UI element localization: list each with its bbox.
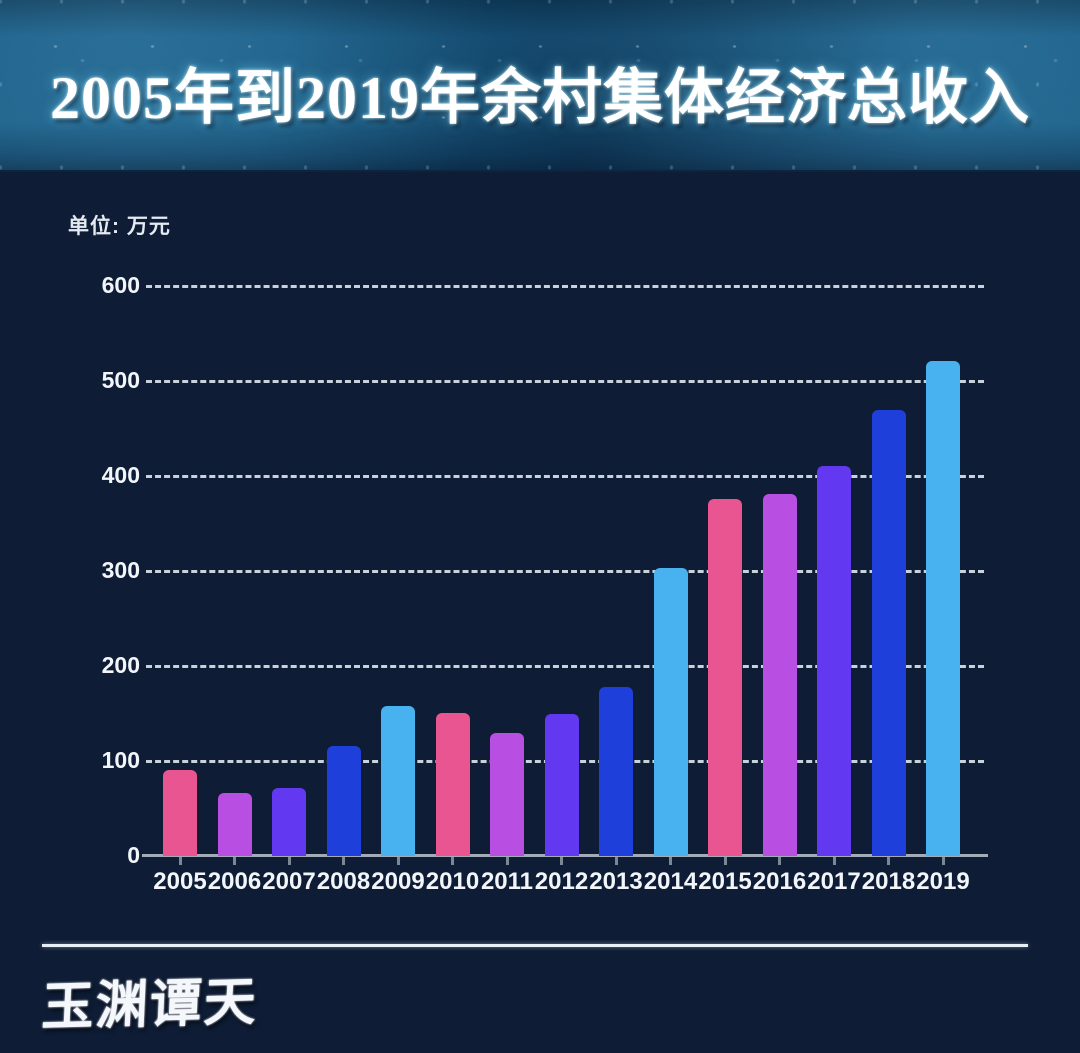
bar-2011 bbox=[490, 732, 524, 856]
x-axis-label-2008: 2008 bbox=[316, 868, 371, 895]
bar-2008 bbox=[326, 745, 361, 856]
gridline-500 bbox=[146, 380, 984, 383]
y-axis-label-200: 200 bbox=[101, 652, 140, 678]
x-axis-tick-2019 bbox=[941, 857, 945, 865]
y-axis-label-100: 100 bbox=[101, 747, 140, 773]
x-axis-tick-2009 bbox=[396, 857, 400, 865]
bar-2014 bbox=[653, 568, 688, 856]
bar-2010 bbox=[435, 712, 470, 856]
unit-label: 单位: 万元 bbox=[68, 215, 171, 238]
bar-2016 bbox=[762, 494, 797, 856]
bar-2007 bbox=[272, 787, 306, 856]
gridline-300 bbox=[146, 570, 984, 573]
bar-2013 bbox=[599, 686, 633, 856]
x-axis-label-2016: 2016 bbox=[752, 868, 807, 895]
x-axis-label-2011: 2011 bbox=[480, 868, 534, 895]
bar-2009 bbox=[381, 705, 415, 856]
bar-2012 bbox=[544, 714, 579, 856]
x-axis-label-2009: 2009 bbox=[371, 868, 425, 895]
bar-2018 bbox=[871, 409, 906, 856]
x-axis-tick-2005 bbox=[178, 857, 182, 865]
bar-2019 bbox=[926, 361, 960, 856]
bar-2017 bbox=[817, 465, 851, 856]
x-axis-label-2014: 2014 bbox=[643, 868, 698, 895]
x-axis-label-2013: 2013 bbox=[589, 868, 643, 895]
bar-2005 bbox=[163, 769, 197, 856]
gridline-600 bbox=[146, 285, 984, 288]
x-axis-tick-2012 bbox=[560, 857, 563, 865]
gridline-200 bbox=[146, 665, 984, 668]
gridline-400 bbox=[146, 475, 984, 478]
x-axis-label-2006: 2006 bbox=[207, 868, 262, 895]
x-axis-tick-2014 bbox=[669, 857, 672, 865]
y-axis-label-0: 0 bbox=[127, 842, 140, 868]
x-axis-tick-2006 bbox=[233, 857, 236, 865]
x-axis-tick-2010 bbox=[451, 857, 454, 865]
header-banner: 2005年到2019年余村集体经济总收入 bbox=[0, 0, 1080, 172]
x-axis-label-2005: 2005 bbox=[153, 868, 207, 895]
chart-title: 2005年到2019年余村集体经济总收入 bbox=[50, 64, 1030, 131]
x-axis-label-2007: 2007 bbox=[262, 868, 316, 895]
x-axis-label-2017: 2017 bbox=[807, 868, 861, 895]
y-axis-label-300: 300 bbox=[101, 557, 140, 583]
x-axis-label-2010: 2010 bbox=[425, 868, 480, 895]
x-axis-tick-2015 bbox=[723, 857, 727, 865]
x-axis-label-2019: 2019 bbox=[916, 868, 970, 895]
x-axis-tick-2016 bbox=[778, 857, 781, 865]
x-axis-label-2015: 2015 bbox=[698, 868, 752, 895]
x-axis-tick-2017 bbox=[832, 857, 836, 865]
bar-2015 bbox=[708, 498, 742, 856]
y-axis-label-600: 600 bbox=[101, 272, 140, 298]
x-axis-tick-2008 bbox=[342, 857, 345, 865]
footer-divider bbox=[42, 944, 1028, 947]
x-axis-tick-2011 bbox=[505, 857, 509, 865]
x-axis-tick-2013 bbox=[614, 857, 618, 865]
x-axis-tick-2007 bbox=[287, 857, 291, 865]
x-axis-label-2018: 2018 bbox=[861, 868, 916, 895]
x-axis-label-2012: 2012 bbox=[534, 868, 589, 895]
watermark-logo: 玉渊谭天 bbox=[40, 974, 259, 1037]
y-axis-label-500: 500 bbox=[101, 367, 140, 393]
x-axis-tick-2018 bbox=[887, 857, 890, 865]
bar-2006 bbox=[217, 793, 252, 856]
y-axis-label-400: 400 bbox=[101, 462, 140, 488]
